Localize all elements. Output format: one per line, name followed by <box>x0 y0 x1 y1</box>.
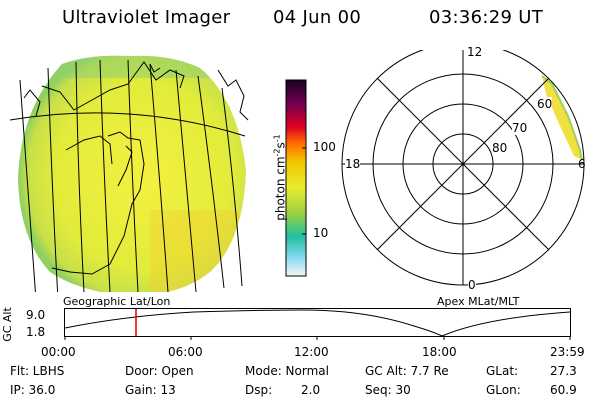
timeline-xtick-2359: 23:59 <box>550 345 585 359</box>
altitude-curve <box>64 309 571 337</box>
polar-plot <box>341 50 585 286</box>
colorbar-axis-label: photon cm-2s-1 <box>272 134 288 221</box>
timeline-ylabel: GC Alt <box>0 307 14 342</box>
app-title: Ultraviolet Imager <box>62 7 231 28</box>
colorbar-tick-100: 100 <box>313 140 336 154</box>
polar-lat-60: 60 <box>537 97 553 111</box>
polar-label-12: 12 <box>467 45 483 59</box>
polar-lat-70: 70 <box>512 121 528 135</box>
gc-alt-field: GC Alt: 7.7 Re <box>365 364 449 378</box>
time-label: 03:36:29 UT <box>429 7 544 28</box>
polar-label-0: 0 <box>468 278 476 292</box>
colorbar-gradient <box>285 79 307 277</box>
geo-grid <box>9 59 246 292</box>
coastlines <box>23 61 249 275</box>
timeline-frame <box>64 308 571 337</box>
polar-grid <box>341 50 585 286</box>
geographic-image <box>9 55 249 292</box>
ip-field: IP: 36.0 <box>10 383 56 397</box>
auroral-oval <box>542 76 582 160</box>
colorbar-tick-10: 10 <box>313 226 329 240</box>
glon-label: GLon: <box>486 383 521 397</box>
timeline-xtick-0600: 06:00 <box>168 345 203 359</box>
timeline-xtick-0000: 00:00 <box>41 345 76 359</box>
polar-lat-80: 80 <box>492 141 508 155</box>
seq-field: Seq: 30 <box>365 383 411 397</box>
mode-field: Mode: Normal <box>245 364 329 378</box>
timeline-ytick-max: 9.0 <box>26 308 46 322</box>
date-label: 04 Jun 00 <box>273 7 362 28</box>
timeline-xtick-1800: 18:00 <box>422 345 457 359</box>
timeline-ytick-min: 1.8 <box>26 325 46 339</box>
glon-value: 60.9 <box>550 383 577 397</box>
apex-caption: Apex MLat/MLT <box>437 295 520 308</box>
geographic-caption: Geographic Lat/Lon <box>63 295 171 308</box>
glat-value: 27.3 <box>550 364 577 378</box>
dsp-label: Dsp: <box>245 383 273 397</box>
polar-label-6: 6 <box>578 157 586 171</box>
flt-field: Flt: LBHS <box>10 364 65 378</box>
intensity-colorbar <box>285 79 307 277</box>
polar-label-18: 18 <box>345 157 361 171</box>
glat-label: GLat: <box>486 364 519 378</box>
gain-field: Gain: 13 <box>125 383 176 397</box>
timeline-xtick-1200: 12:00 <box>294 345 329 359</box>
timeline-plot <box>64 308 571 340</box>
dsp-value: 2.0 <box>301 383 321 397</box>
door-field: Door: Open <box>125 364 194 378</box>
